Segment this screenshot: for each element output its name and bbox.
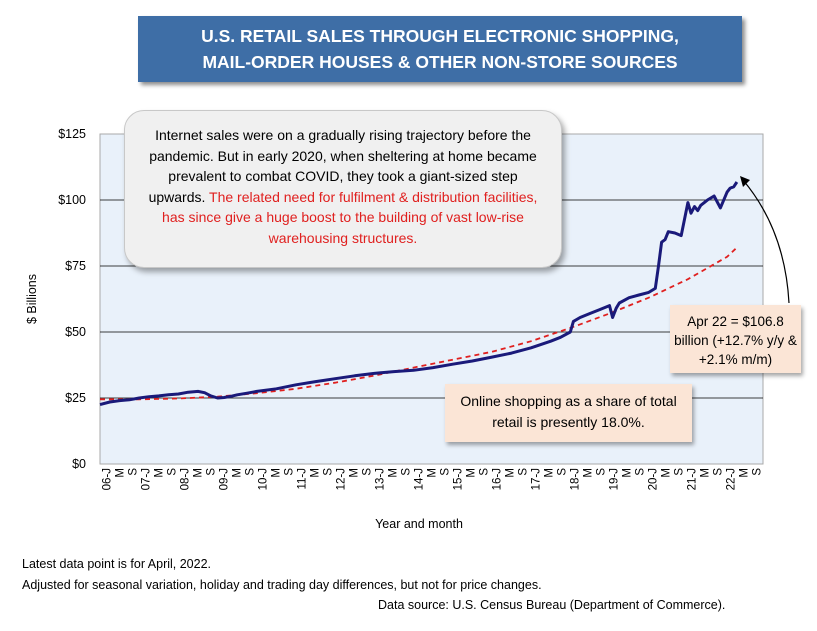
x-tick-label: 14-J bbox=[414, 468, 426, 490]
x-tick-label: M bbox=[115, 468, 127, 478]
x-tick-label: M bbox=[544, 468, 556, 478]
y-tick-label: $125 bbox=[58, 127, 86, 141]
x-tick-label: M bbox=[427, 468, 439, 478]
x-tick-label: S bbox=[128, 468, 140, 476]
y-tick-label: $0 bbox=[72, 457, 86, 471]
x-tick-label: M bbox=[349, 468, 361, 478]
x-tick-label: M bbox=[505, 468, 517, 478]
x-tick-label: S bbox=[167, 468, 179, 476]
commentary-callout: Internet sales were on a gradually risin… bbox=[124, 110, 562, 268]
chart-title: U.S. RETAIL SALES THROUGH ELECTRONIC SHO… bbox=[138, 16, 742, 82]
x-tick-label: 13-J bbox=[375, 468, 387, 490]
x-tick-label: S bbox=[674, 468, 686, 476]
x-tick-label: 22-J bbox=[726, 468, 738, 490]
latest-value-callout: Apr 22 = $106.8 billion (+12.7% y/y & +2… bbox=[670, 305, 801, 373]
sales-series-line bbox=[99, 181, 739, 407]
commentary-highlight-text: The related need for fulfilment & distri… bbox=[162, 188, 538, 246]
x-tick-label: S bbox=[245, 468, 257, 476]
x-tick-label: M bbox=[583, 468, 595, 478]
commentary-text: Internet sales were on a gradually risin… bbox=[148, 127, 537, 205]
x-tick-label: S bbox=[596, 468, 608, 476]
x-tick-label: S bbox=[752, 468, 764, 476]
x-tick-label: 16-J bbox=[492, 468, 504, 490]
x-tick-label: M bbox=[232, 468, 244, 478]
x-tick-label: 11-J bbox=[297, 468, 309, 490]
title-line-2: MAIL-ORDER HOUSES & OTHER NON-STORE SOUR… bbox=[202, 52, 678, 72]
x-tick-label: S bbox=[635, 468, 647, 476]
title-line-1: U.S. RETAIL SALES THROUGH ELECTRONIC SHO… bbox=[201, 26, 679, 46]
x-tick-label: M bbox=[154, 468, 166, 478]
x-tick-label: S bbox=[401, 468, 413, 476]
y-axis-label: $ Billions bbox=[25, 274, 39, 324]
x-tick-label: M bbox=[661, 468, 673, 478]
x-tick-label: 18-J bbox=[570, 468, 582, 490]
x-tick-label: M bbox=[700, 468, 712, 478]
x-tick-label: M bbox=[310, 468, 322, 478]
x-tick-label: 10-J bbox=[258, 468, 270, 490]
x-tick-label: M bbox=[388, 468, 400, 478]
x-tick-label: S bbox=[440, 468, 452, 476]
y-tick-label: $25 bbox=[65, 391, 86, 405]
x-tick-label: S bbox=[557, 468, 569, 476]
x-tick-label: M bbox=[466, 468, 478, 478]
x-tick-label: 20-J bbox=[648, 468, 660, 490]
footnote-latest: Latest data point is for April, 2022. bbox=[22, 557, 212, 571]
x-tick-label: 06-J bbox=[102, 468, 114, 490]
x-tick-label: 21-J bbox=[687, 468, 699, 490]
x-axis-label: Year and month bbox=[375, 517, 463, 531]
x-tick-label: M bbox=[193, 468, 205, 478]
x-tick-label: S bbox=[362, 468, 374, 476]
x-tick-label: 08-J bbox=[180, 468, 192, 490]
x-tick-label: 15-J bbox=[453, 468, 465, 490]
share-callout: Online shopping as a share of total reta… bbox=[445, 384, 692, 442]
x-tick-label: 12-J bbox=[336, 468, 348, 490]
x-tick-label: 17-J bbox=[531, 468, 543, 490]
y-tick-label: $100 bbox=[58, 193, 86, 207]
y-tick-label: $50 bbox=[65, 325, 86, 339]
callout-arrow bbox=[742, 179, 790, 304]
x-tick-label: 19-J bbox=[609, 468, 621, 490]
y-tick-label: $75 bbox=[65, 259, 86, 273]
x-tick-label: M bbox=[271, 468, 283, 478]
x-tick-label: S bbox=[518, 468, 530, 476]
x-tick-label: S bbox=[284, 468, 296, 476]
footnote-adjustment: Adjusted for seasonal variation, holiday… bbox=[22, 578, 542, 592]
x-tick-label: 07-J bbox=[141, 468, 153, 490]
arrow-head-icon bbox=[740, 176, 750, 187]
x-tick-label: S bbox=[323, 468, 335, 476]
x-tick-label: S bbox=[479, 468, 491, 476]
x-tick-label: M bbox=[739, 468, 751, 478]
x-tick-label: S bbox=[713, 468, 725, 476]
x-tick-label: S bbox=[206, 468, 218, 476]
x-tick-label: 09-J bbox=[219, 468, 231, 490]
x-tick-label: M bbox=[622, 468, 634, 478]
data-source: Data source: U.S. Census Bureau (Departm… bbox=[378, 598, 726, 612]
